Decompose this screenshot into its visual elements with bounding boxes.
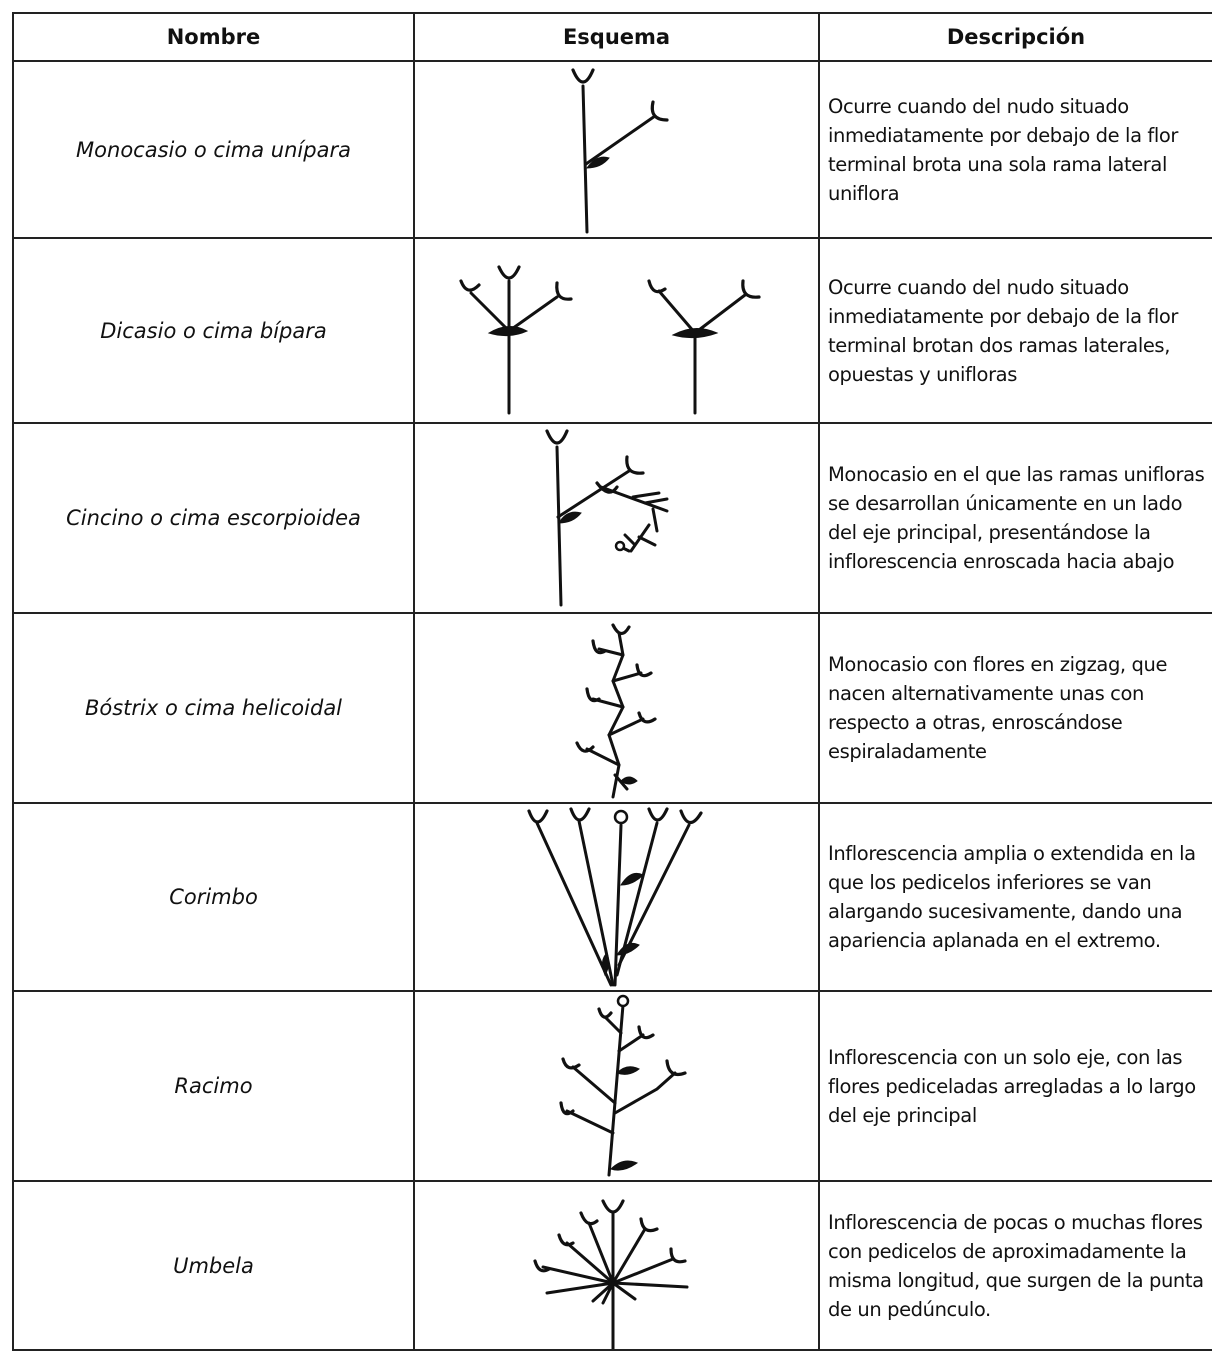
- header-cell: Nombre: [12, 12, 415, 62]
- schema-cell: [413, 1180, 820, 1351]
- schema-cell: [413, 60, 820, 239]
- description-cell: Inflorescencia amplia o extendida en la …: [818, 802, 1212, 992]
- schema-cell: [413, 237, 820, 424]
- schema-cell: [413, 990, 820, 1182]
- schema-drawing: [458, 264, 761, 414]
- schema-drawing: [574, 623, 657, 799]
- header-cell: Descripción: [818, 12, 1212, 62]
- description-cell: Monocasio con flores en zigzag, que nace…: [818, 612, 1212, 804]
- name-cell: Cincino o cima escorpioidea: [12, 422, 415, 614]
- name-cell: Dicasio o cima bípara: [12, 237, 415, 424]
- name-cell: Racimo: [12, 990, 415, 1182]
- description-cell: Inflorescencia de pocas o muchas flores …: [818, 1180, 1212, 1351]
- inflorescence-table: Nombre Esquema Descripción Monocasio o c…: [12, 12, 1212, 1351]
- row: Monocasio o cima unípara Ocurre cuando d…: [12, 60, 1212, 239]
- name-cell: Bóstrix o cima helicoidal: [12, 612, 415, 804]
- row: Cincino o cima escorpioidea Monocasio en…: [12, 422, 1212, 614]
- row: Dicasio o cima bípara Ocurre cuando del …: [12, 237, 1212, 424]
- row: Racimo Inflorescencia con un solo eje, c…: [12, 990, 1212, 1182]
- name-cell: Corimbo: [12, 802, 415, 992]
- row: Corimbo Inflorescencia amplia o extendid…: [12, 802, 1212, 992]
- schema-cell: [413, 612, 820, 804]
- description-cell: Monocasio en el que las ramas unifloras …: [818, 422, 1212, 614]
- schema-drawing: [544, 429, 668, 607]
- schema-cell: [413, 422, 820, 614]
- description-cell: Inflorescencia con un solo eje, con las …: [818, 990, 1212, 1182]
- description-cell: Ocurre cuando del nudo situado inmediata…: [818, 60, 1212, 239]
- name-cell: Monocasio o cima unípara: [12, 60, 415, 239]
- row: Bóstrix o cima helicoidal Monocasio con …: [12, 612, 1212, 804]
- header-row: Nombre Esquema Descripción: [12, 12, 1212, 62]
- schema-drawing: [526, 807, 703, 987]
- schema-drawing: [558, 994, 687, 1177]
- description-cell: Ocurre cuando del nudo situado inmediata…: [818, 237, 1212, 424]
- schema-drawing: [570, 67, 669, 233]
- schema-cell: [413, 802, 820, 992]
- row: Umbela Inflorescencia de pocas o muchas …: [12, 1180, 1212, 1351]
- header-cell: Esquema: [413, 12, 820, 62]
- schema-drawing: [532, 1198, 688, 1349]
- name-cell: Umbela: [12, 1180, 415, 1351]
